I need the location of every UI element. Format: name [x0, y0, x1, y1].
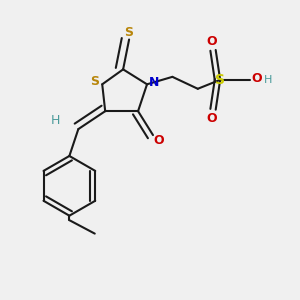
- Text: O: O: [206, 112, 217, 124]
- Text: O: O: [206, 35, 217, 48]
- Text: S: S: [124, 26, 134, 38]
- Text: H: H: [264, 75, 272, 85]
- Text: O: O: [154, 134, 164, 147]
- Text: S: S: [215, 73, 225, 87]
- Text: O: O: [251, 72, 262, 85]
- Text: N: N: [148, 76, 159, 89]
- Text: H: H: [51, 114, 61, 127]
- Text: S: S: [90, 75, 99, 88]
